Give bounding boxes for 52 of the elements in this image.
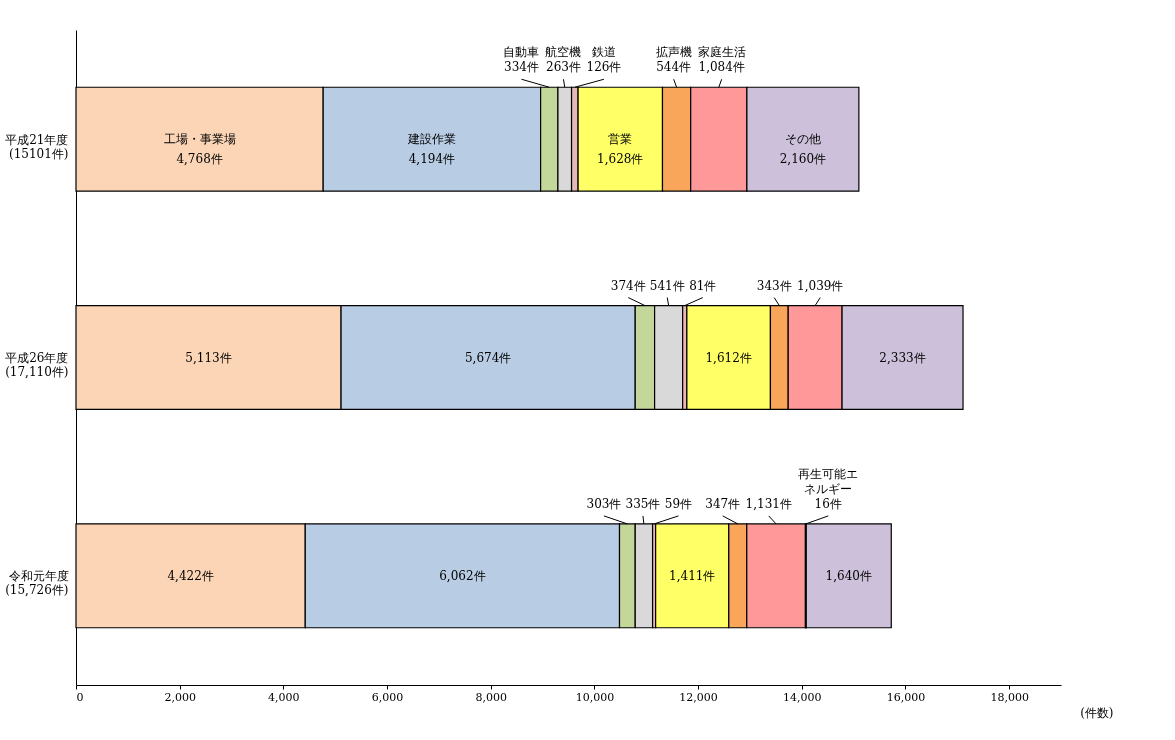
data-label: 1,612件 [705,350,752,365]
data-label: 4,194件 [408,152,456,167]
data-label: 263件 [545,60,581,75]
x-tick-label: 0 [76,690,84,704]
x-tick-label: 4,000 [268,690,300,704]
x-tick-label: 8,000 [475,690,507,704]
x-tick-label: 2,000 [164,690,196,704]
data-label: 126件 [586,60,622,75]
series-label: その他 [784,132,821,147]
data-label: 16件 [814,496,842,511]
data-label: 347件 [705,496,741,511]
data-label: 343件 [756,278,792,293]
data-label: 1,039件 [797,278,844,293]
data-label: 1,411件 [669,568,716,583]
data-label: 6,062件 [439,568,486,583]
data-label: 1,084件 [698,60,745,75]
data-label: 541件 [649,278,685,293]
series-label: 営業 [608,132,633,147]
x-axis-title: (件数) [1080,705,1114,720]
data-label: 2,333件 [879,350,926,365]
y-tick-label: 令和元年度 (15,726件) [5,569,69,598]
text: 鉄道 [591,45,616,60]
data-label: 1,131件 [745,496,792,511]
text: 拡声機 [655,45,692,60]
text: 再生可能エネルギー [798,466,859,496]
data-label: 59件 [664,496,693,511]
data-label: 2,160件 [779,152,827,167]
data-label: 5,674件 [464,350,512,365]
data-label: 1,628件 [597,152,644,167]
data-label: 4,422件 [167,568,214,583]
x-tick-label: 16,000 [886,690,926,704]
x-tick-label: 10,000 [575,690,615,704]
data-label: 334件 [503,60,539,75]
text: 航空機 [545,45,582,60]
data-label: 5,113件 [185,350,232,365]
x-tick-label: 14,000 [783,690,822,704]
data-label: 4,768件 [176,152,223,167]
y-tick-label: 平成26年度 (17,110件) [5,351,69,379]
text: 家庭生活 [697,45,746,60]
data-label: 81件 [689,278,717,293]
data-label: 544件 [656,60,692,75]
series-label: 工場・事業場 [163,132,236,147]
series-label: 建設作業 [406,132,456,147]
x-tick-label: 18,000 [990,690,1029,704]
data-label: 1,640件 [825,568,872,583]
text: 自動車 [503,45,540,60]
data-label: 374件 [610,278,646,293]
x-tick-label: 6,000 [371,690,404,704]
data-label: 335件 [625,496,661,511]
y-tick-label: 平成21年度 (15101件) [5,132,69,161]
data-label: 303件 [586,496,622,511]
x-tick-label: 12,000 [679,690,718,704]
